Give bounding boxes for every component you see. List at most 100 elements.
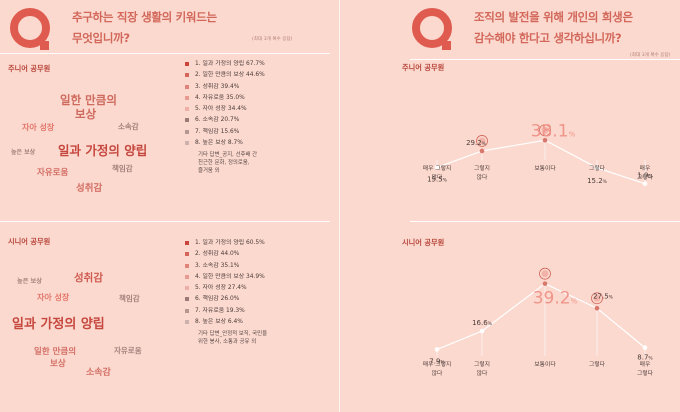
category-label: 보통이다 — [534, 164, 556, 172]
panel-divider — [339, 0, 340, 412]
bullet-square-icon — [185, 320, 189, 325]
ranking-text: 8. 높은 보상 6.4% — [195, 319, 243, 326]
bullet-square-icon — [185, 274, 189, 279]
value-label: 15.5% — [427, 175, 448, 183]
value-label: 1.9% — [637, 172, 653, 180]
data-point — [542, 137, 548, 143]
data-point — [434, 165, 440, 170]
value-label: 7.9% — [429, 357, 445, 365]
value-label: 27.5% — [593, 292, 614, 300]
ranking-item: 1. 일과 가정의 양립 67.7% — [185, 59, 291, 70]
bullet-square-icon — [185, 252, 189, 257]
ranking-item: 5. 자아 성장 27.4% — [185, 283, 291, 294]
cloud-word: 소속감 — [118, 122, 139, 131]
question-line-1: 추구하는 직장 생활의 키워드는 — [72, 10, 217, 24]
ranking-item: 1. 일과 가정의 양립 60.5% — [185, 238, 291, 249]
extra-line: 기타 답변_공지, 선후배 간 — [198, 152, 258, 158]
cloud-word: 성취감 — [76, 183, 103, 194]
ranking-item: 3. 성취감 39.4% — [185, 82, 291, 93]
badge-ring — [476, 135, 488, 147]
bullet-square-icon — [185, 118, 189, 123]
senior-label: 시니어 공무원 — [8, 237, 51, 246]
ranking-item: 2. 일한 만큼의 보상 44.6% — [185, 70, 291, 81]
data-point — [594, 165, 600, 171]
response-note: (최대 3개 복수 응답) — [252, 37, 293, 42]
cloud-word: 자유로움 — [37, 168, 69, 178]
ranking-text: 4. 자유로움 35.0% — [195, 94, 245, 101]
senior-ranking-list: 1. 일과 가정의 양립 60.5% 2. 성취감 44.0% 3. 소속감 35.… — [185, 238, 291, 328]
extra-line: 기타 답변_안정적 보직, 국민을 — [198, 331, 268, 337]
ranking-text: 1. 일과 가정의 양립 60.5% — [195, 240, 265, 246]
category-label: 그렇다 — [589, 164, 606, 172]
ranking-item: 6. 소속감 20.7% — [185, 115, 291, 126]
sacrifice-panel: 조직의 발전을 위해 개인의 희생은 감수해야 한다고 생각하십니까? (최대 … — [340, 0, 680, 412]
cloud-word: 높은 보상 — [11, 149, 36, 156]
category-label: 매우 그렇지 않다 — [423, 360, 452, 377]
cloud-word: 일한 만큼의 — [60, 93, 117, 107]
bullet-square-icon — [185, 297, 189, 302]
value-label: 8.7% — [637, 354, 653, 362]
ranking-text: 1. 일과 가정의 양립 67.7% — [195, 61, 265, 67]
bullet-square-icon — [185, 129, 189, 134]
senior-label: 시니어 공무원 — [402, 238, 445, 247]
badge-core — [541, 270, 549, 278]
cloud-word: 성취감 — [74, 272, 103, 284]
value-label: 38.1% — [531, 121, 576, 141]
ranking-item: 5. 자아 성장 34.4% — [185, 104, 291, 115]
ranking-item: 8. 높은 보상 8.7% — [185, 138, 291, 149]
value-label: 15.2% — [587, 177, 608, 185]
data-point — [479, 148, 485, 154]
ranking-item: 6. 책임감 26.0% — [185, 294, 291, 305]
bullet-square-icon — [185, 308, 189, 313]
data-point — [434, 347, 440, 352]
value-label: 39.2% — [533, 289, 578, 309]
badge-icon — [476, 135, 488, 147]
question-line-1: 조직의 발전을 위해 개인의 희생은 — [474, 10, 633, 24]
question-line-2: 무엇입니까? — [72, 31, 130, 45]
category-label: 매우 그렇지 않다 — [423, 164, 452, 181]
cloud-word: 소속감 — [86, 368, 111, 378]
ranking-text: 3. 성취감 39.4% — [195, 83, 240, 90]
data-point — [479, 328, 485, 334]
badge-core — [478, 137, 486, 145]
ranking-item: 7. 자유로움 19.3% — [185, 306, 291, 317]
extra-line: 즐거움 외 — [198, 167, 220, 174]
cloud-word: 일한 만큼의 — [34, 347, 77, 357]
cloud-word: 보상 — [75, 107, 97, 121]
ranking-text: 5. 자아 성장 27.4% — [195, 285, 247, 292]
category-label: 매우 그렇다 — [637, 360, 654, 377]
cloud-word: 일과 가정의 양립 — [12, 317, 105, 332]
ranking-item: 4. 자유로움 35.0% — [185, 93, 291, 104]
divider — [410, 221, 680, 222]
junior-line-chart: 15.5% 29.2% 38.1% 15.2% 1.9% 매우 그렇지 않다 그렇지 않다 보통이… — [423, 121, 654, 187]
junior-extra-answers: 기타 답변_공지, 선후배 간 친근한 문화, 정의로움, 즐거움 외 — [198, 152, 257, 175]
bullet-square-icon — [185, 107, 189, 112]
ranking-item: 2. 성취감 44.0% — [185, 249, 291, 260]
q-logo-icon — [10, 8, 50, 50]
data-point — [642, 181, 648, 187]
badge-icon — [591, 292, 603, 305]
q-logo-icon — [412, 8, 452, 50]
data-point — [594, 305, 600, 311]
category-label: 그렇지 않다 — [474, 164, 490, 181]
ranking-text: 7. 책임감 15.6% — [195, 128, 240, 135]
ranking-text: 3. 소속감 35.1% — [195, 262, 240, 269]
ranking-text: 2. 성취감 44.0% — [195, 251, 240, 258]
cloud-word: 책임감 — [112, 164, 133, 173]
bullet-square-icon — [185, 286, 189, 291]
category-label: 보통이다 — [534, 360, 556, 368]
extra-line: 위한 봉사, 소통과 공유 외 — [198, 338, 257, 345]
data-point — [642, 345, 648, 351]
ranking-item: 4. 일한 만큼의 보상 34.9% — [185, 272, 291, 283]
value-label: 16.6% — [472, 319, 493, 327]
cloud-word: 책임감 — [119, 294, 140, 303]
cloud-word: 자아 성장 — [22, 123, 55, 132]
bullet-square-icon — [185, 263, 189, 268]
cloud-word: 높은 보상 — [17, 278, 42, 285]
response-note: (최대 3개 복수 응답) — [630, 53, 671, 58]
ranking-text: 6. 책임감 26.0% — [195, 296, 240, 303]
badge-ring — [539, 267, 551, 280]
cloud-word: 자유로움 — [114, 346, 142, 355]
senior-extra-answers: 기타 답변_안정적 보직, 국민을 위한 봉사, 소통과 공유 외 — [198, 331, 267, 347]
category-label: 그렇다 — [589, 360, 606, 368]
